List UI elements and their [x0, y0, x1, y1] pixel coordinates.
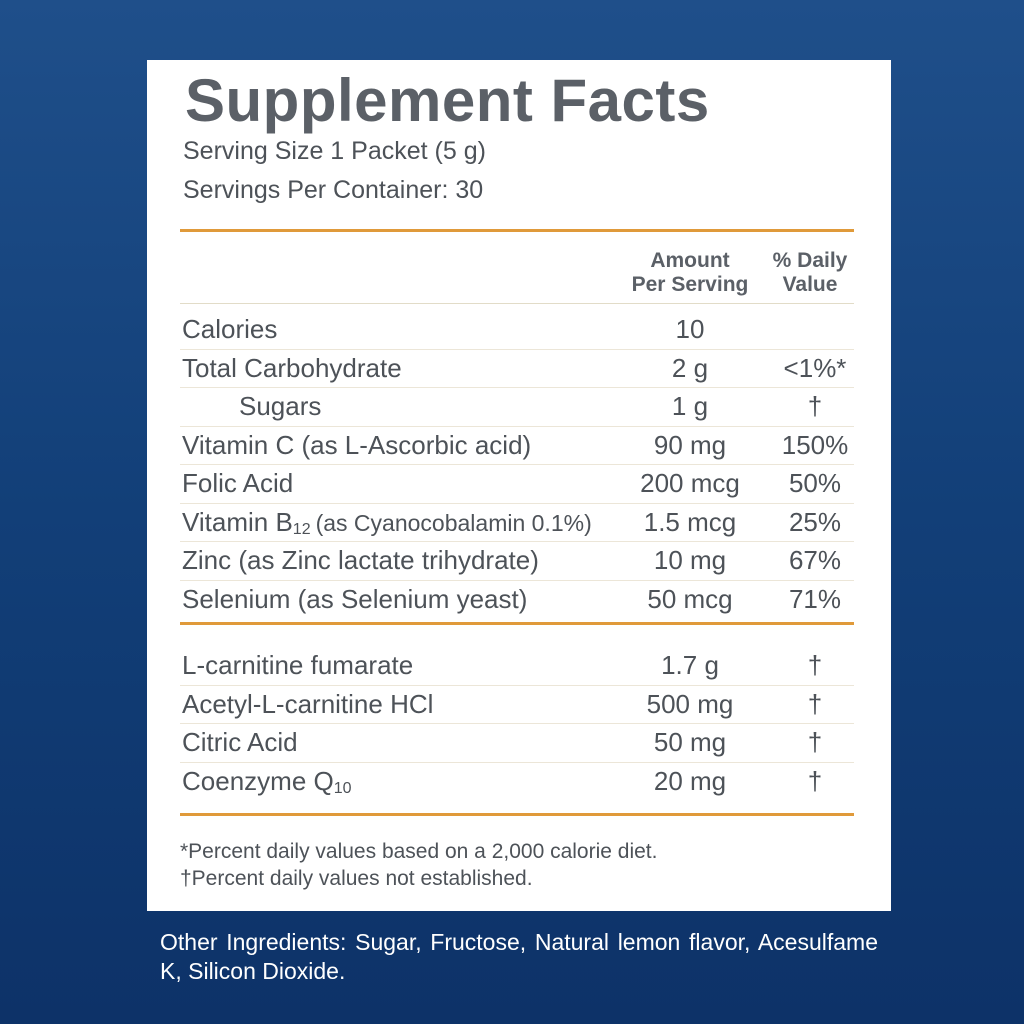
daily-value: †: [807, 766, 823, 797]
name-text: Vitamin C (as L-Ascorbic acid): [182, 429, 532, 460]
name-text: Zinc (as Zinc lactate trihydrate): [182, 545, 539, 575]
header-line: Amount: [650, 249, 730, 272]
row-divider: [180, 579, 854, 581]
amount: 1.7 g: [661, 650, 719, 680]
name-rest: (as Cyanocobalamin 0.1%): [315, 509, 592, 536]
name-subscript: 12: [292, 520, 311, 538]
daily-value: <1%*: [783, 352, 847, 383]
daily-value: 150%: [781, 429, 849, 460]
nutrient-name: Coenzyme Q10: [182, 766, 352, 804]
divider: [180, 303, 854, 304]
row-divider: [180, 502, 854, 504]
name-subscript: 10: [333, 780, 352, 798]
row-divider: [180, 762, 854, 764]
column-header: % Daily Value: [755, 249, 865, 297]
amount: 10: [675, 314, 705, 344]
row-divider: [180, 723, 854, 725]
row-divider: [180, 348, 854, 350]
other-ingredients: Other Ingredients: Sugar, Fructose, Natu…: [160, 929, 878, 984]
row-divider: [180, 541, 854, 542]
nutrient-name: Vitamin C (as L-Ascorbic acid): [182, 430, 531, 460]
name-text: Selenium (as Selenium yeast): [182, 583, 528, 614]
nutrient-name: Vitamin B12 (as Cyanocobalamin 0.1%): [182, 507, 592, 545]
footnote: *Percent daily values based on a 2,000 c…: [180, 840, 658, 863]
servings-per-container: Servings Per Container: 30: [183, 176, 484, 204]
daily-value: 67%: [788, 545, 842, 575]
nutrient-name: Total Carbohydrate: [182, 353, 402, 383]
amount: 90 mg: [653, 429, 727, 460]
name-text: Total Carbohydrate: [182, 352, 402, 383]
nutrient-name: Sugars: [239, 391, 321, 421]
amount: 50 mg: [653, 727, 727, 758]
name-text: Folic Acid: [182, 468, 294, 498]
daily-value: 71%: [788, 583, 842, 614]
daily-value: †: [807, 650, 823, 680]
daily-value: †: [807, 391, 823, 421]
daily-value: 50%: [788, 468, 842, 498]
daily-value: †: [807, 688, 823, 719]
header-line: Value: [782, 273, 838, 296]
divider: [180, 622, 854, 625]
header-line: Per Serving: [631, 273, 749, 296]
row-divider: [180, 464, 854, 465]
name-text: Coenzyme Q: [182, 766, 334, 797]
name-text: Sugars: [239, 391, 322, 421]
nutrient-name: Zinc (as Zinc lactate trihydrate): [182, 545, 539, 575]
divider: [180, 229, 854, 232]
column-header: Amount Per Serving: [610, 249, 770, 297]
daily-value: †: [807, 727, 823, 758]
nutrient-name: Folic Acid: [182, 468, 293, 498]
amount: 20 mg: [653, 766, 727, 797]
footnote: †Percent daily values not established.: [180, 867, 533, 890]
nutrient-name: L-carnitine fumarate: [182, 650, 413, 680]
nutrient-name: Selenium (as Selenium yeast): [182, 584, 527, 614]
row-divider: [180, 684, 854, 686]
name-text: Acetyl-L-carnitine HCl: [182, 688, 434, 719]
amount: 500 mg: [646, 688, 734, 719]
name-text: L-carnitine fumarate: [182, 650, 414, 680]
row-divider: [180, 387, 854, 388]
header-line: % Daily: [772, 249, 848, 272]
row-divider: [180, 425, 854, 427]
amount: 10 mg: [653, 545, 727, 575]
name-text: Citric Acid: [182, 727, 298, 758]
nutrient-name: Citric Acid: [182, 727, 298, 757]
amount: 1 g: [671, 391, 709, 421]
amount: 50 mcg: [647, 583, 733, 614]
daily-value: 25%: [788, 506, 842, 537]
title: Supplement Facts: [185, 67, 710, 134]
divider: [180, 812, 854, 816]
nutrient-name: Acetyl-L-carnitine HCl: [182, 689, 433, 719]
name-text: Vitamin B: [182, 506, 293, 537]
serving-size: Serving Size 1 Packet (5 g): [183, 137, 486, 165]
amount: 1.5 mcg: [643, 506, 737, 537]
amount: 2 g: [671, 352, 709, 383]
name-text: Calories: [182, 314, 278, 344]
amount: 200 mcg: [640, 468, 740, 498]
nutrient-name: Calories: [182, 314, 277, 344]
facts-panel: Supplement Facts Serving Size 1 Packet (…: [147, 60, 891, 911]
